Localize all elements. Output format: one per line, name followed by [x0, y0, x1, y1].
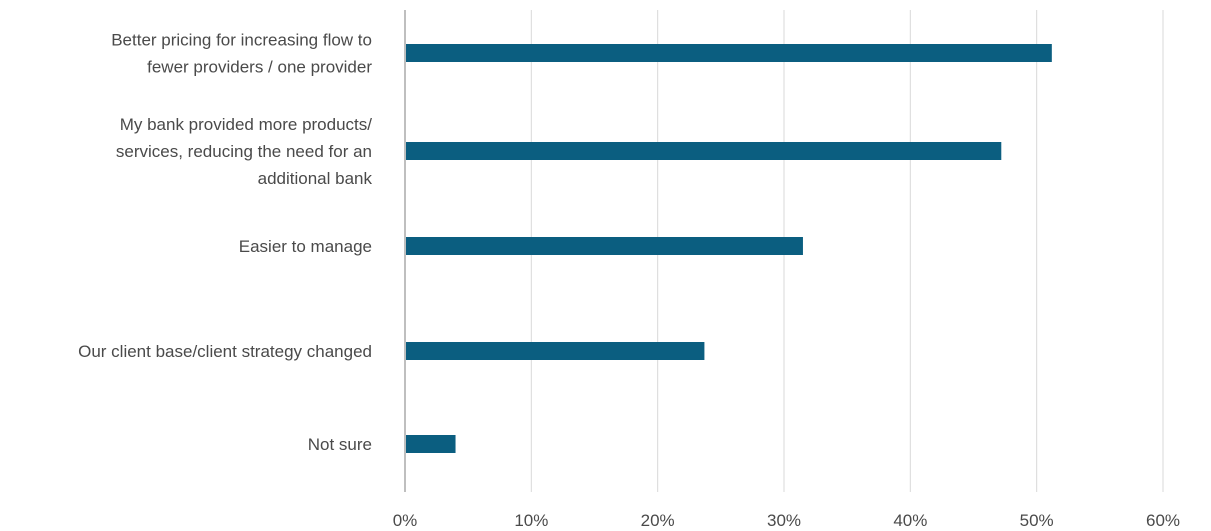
x-tick-labels: 0% 10% 20% 30% 40% 50% 60% [393, 511, 1180, 530]
x-tick-label: 40% [893, 511, 927, 530]
category-label: Our client base/client strategy changed [78, 342, 372, 361]
x-tick-label: 0% [393, 511, 418, 530]
bar [405, 342, 705, 360]
category-labels: Better pricing for increasing flow to few… [78, 31, 372, 455]
category-label: fewer providers / one provider [147, 58, 372, 77]
category-label: additional bank [258, 169, 373, 188]
bar [405, 435, 456, 453]
x-tick-label: 30% [767, 511, 801, 530]
category-label: My bank provided more products/ [120, 115, 373, 134]
x-tick-label: 60% [1146, 511, 1180, 530]
bar [405, 44, 1052, 62]
bar [405, 237, 803, 255]
x-tick-label: 50% [1020, 511, 1054, 530]
x-tick-label: 20% [641, 511, 675, 530]
category-label: Easier to manage [239, 237, 372, 256]
category-label: Better pricing for increasing flow to [111, 31, 372, 50]
bars [405, 44, 1052, 453]
bar [405, 142, 1002, 160]
x-tick-label: 10% [514, 511, 548, 530]
category-label: Not sure [308, 435, 372, 454]
category-label: services, reducing the need for an [116, 142, 372, 161]
